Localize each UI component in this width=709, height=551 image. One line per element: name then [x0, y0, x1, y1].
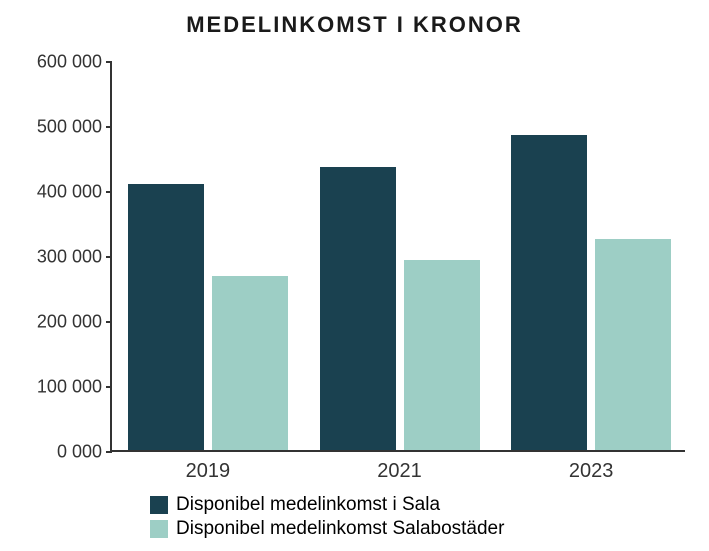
plot-area: 0 000100 000200 000300 000400 000500 000… [110, 62, 685, 452]
y-axis-tick-label: 500 000 [37, 117, 112, 138]
x-axis-category-label: 2021 [377, 450, 422, 483]
legend-label: Disponibel medelinkomst Salabostäder [176, 518, 504, 540]
y-axis-tick-mark [106, 126, 112, 128]
y-axis-tick-label: 600 000 [37, 52, 112, 73]
y-axis-tick-label: 400 000 [37, 182, 112, 203]
legend-label: Disponibel medelinkomst i Sala [176, 494, 440, 516]
bar [595, 239, 671, 450]
legend-item: Disponibel medelinkomst Salabostäder [150, 518, 504, 540]
y-axis-tick-label: 200 000 [37, 312, 112, 333]
legend-swatch [150, 520, 168, 538]
y-axis-tick-label: 0 000 [57, 442, 112, 463]
y-axis-tick-mark [106, 321, 112, 323]
y-axis-tick-mark [106, 61, 112, 63]
bar [511, 135, 587, 450]
bar [320, 167, 396, 450]
y-axis-tick-label: 300 000 [37, 247, 112, 268]
chart-legend: Disponibel medelinkomst i SalaDisponibel… [150, 492, 504, 540]
bar [404, 260, 480, 450]
y-axis-tick-label: 100 000 [37, 377, 112, 398]
y-axis-tick-mark [106, 191, 112, 193]
y-axis-tick-mark [106, 451, 112, 453]
legend-item: Disponibel medelinkomst i Sala [150, 494, 504, 516]
income-bar-chart: MEDELINKOMST I KRONOR 0 000100 000200 00… [0, 0, 709, 551]
x-axis-category-label: 2023 [569, 450, 614, 483]
y-axis-tick-mark [106, 386, 112, 388]
bar [212, 276, 288, 450]
legend-swatch [150, 496, 168, 514]
x-axis-category-label: 2019 [186, 450, 231, 483]
y-axis-tick-mark [106, 256, 112, 258]
bar [128, 184, 204, 451]
chart-title: MEDELINKOMST I KRONOR [0, 0, 709, 38]
